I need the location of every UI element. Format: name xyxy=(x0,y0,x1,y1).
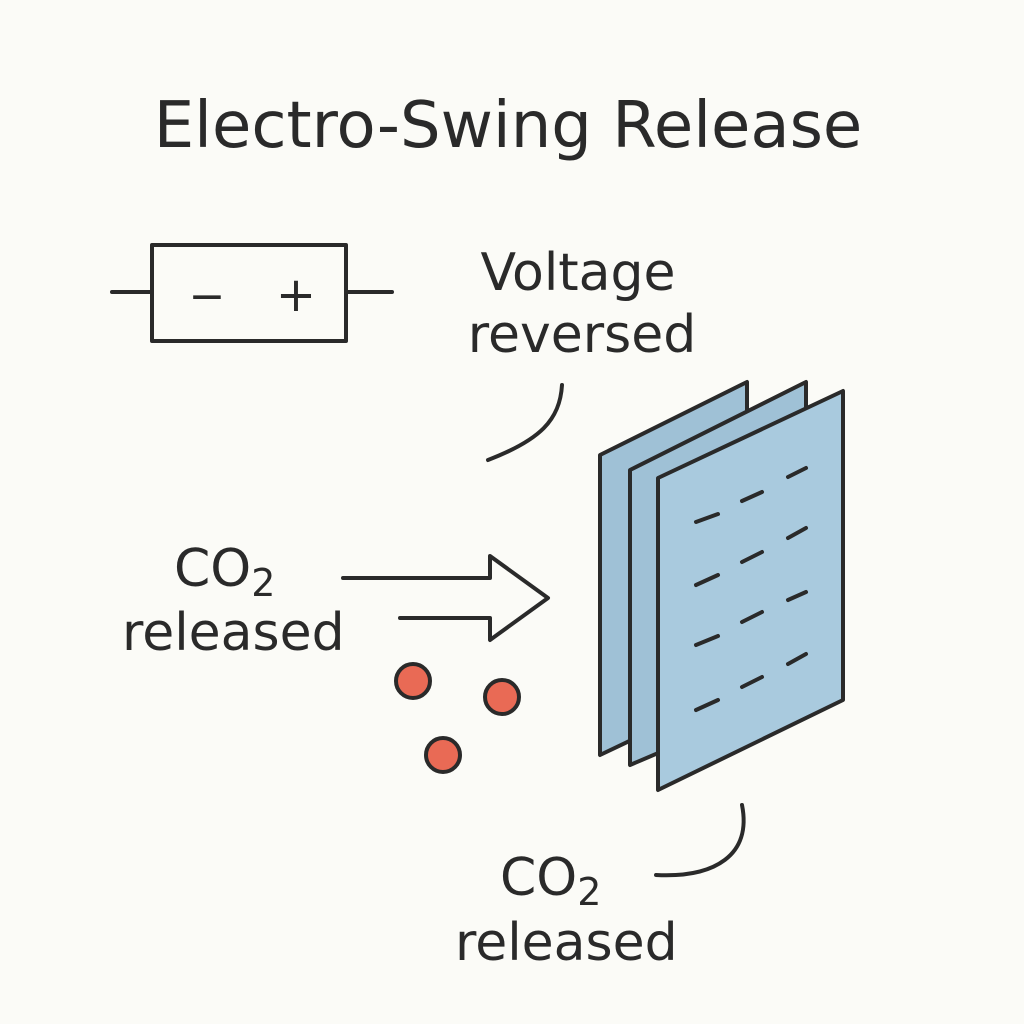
bottom-leader-line xyxy=(654,803,746,878)
bottom-co2-subscript: 2 xyxy=(577,870,601,914)
release-arrow-icon xyxy=(341,554,550,642)
battery-plus-sign: + xyxy=(276,267,316,323)
battery-icon: − + xyxy=(110,243,394,343)
bottom-released-label: released xyxy=(455,913,678,973)
co2-molecule xyxy=(424,736,462,774)
bottom-co2-text: CO xyxy=(500,848,577,908)
voltage-leader-line xyxy=(486,383,564,462)
electrode-plates xyxy=(598,380,845,792)
bottom-co2-label: CO2 xyxy=(500,848,601,914)
diagram-title: Electro-Swing Release xyxy=(154,89,863,163)
battery-minus-sign: − xyxy=(189,271,226,322)
co2-molecule xyxy=(394,662,432,700)
left-co2-subscript: 2 xyxy=(251,561,275,605)
left-co2-text: CO xyxy=(174,539,251,599)
voltage-label-line2: reversed xyxy=(468,305,696,365)
voltage-label-line1: Voltage xyxy=(480,243,675,303)
left-released-label: released xyxy=(122,603,345,663)
electrode-plate-front xyxy=(656,389,845,792)
co2-molecules xyxy=(394,662,521,774)
plate-charge-marks xyxy=(694,466,808,712)
co2-molecule xyxy=(483,678,521,716)
left-co2-label: CO2 xyxy=(174,539,275,605)
